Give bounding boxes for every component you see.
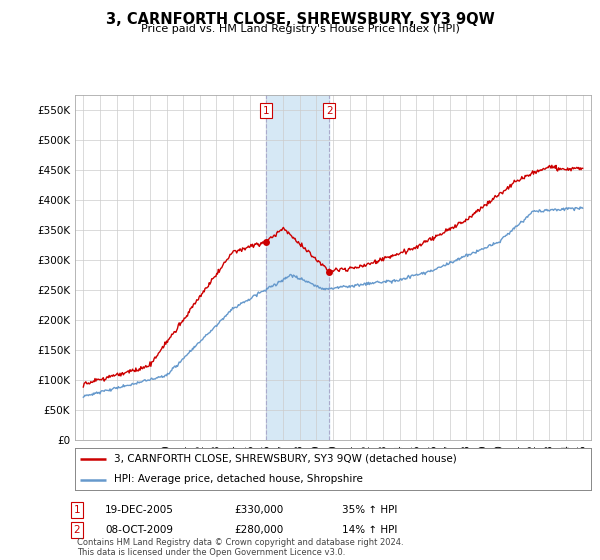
Text: 2: 2 (326, 105, 332, 115)
Text: 08-OCT-2009: 08-OCT-2009 (105, 525, 173, 535)
Text: 3, CARNFORTH CLOSE, SHREWSBURY, SY3 9QW (detached house): 3, CARNFORTH CLOSE, SHREWSBURY, SY3 9QW … (114, 454, 457, 464)
Text: 1: 1 (73, 505, 80, 515)
Text: Price paid vs. HM Land Registry's House Price Index (HPI): Price paid vs. HM Land Registry's House … (140, 24, 460, 34)
Text: £280,000: £280,000 (234, 525, 283, 535)
Text: 14% ↑ HPI: 14% ↑ HPI (342, 525, 397, 535)
Text: 3, CARNFORTH CLOSE, SHREWSBURY, SY3 9QW: 3, CARNFORTH CLOSE, SHREWSBURY, SY3 9QW (106, 12, 494, 27)
Text: Contains HM Land Registry data © Crown copyright and database right 2024.
This d: Contains HM Land Registry data © Crown c… (77, 538, 403, 557)
Bar (266, 95, 329, 440)
Text: 2: 2 (73, 525, 80, 535)
Text: 19-DEC-2005: 19-DEC-2005 (105, 505, 174, 515)
Text: 1: 1 (263, 105, 269, 115)
Text: HPI: Average price, detached house, Shropshire: HPI: Average price, detached house, Shro… (114, 474, 362, 484)
Text: 35% ↑ HPI: 35% ↑ HPI (342, 505, 397, 515)
Text: £330,000: £330,000 (234, 505, 283, 515)
